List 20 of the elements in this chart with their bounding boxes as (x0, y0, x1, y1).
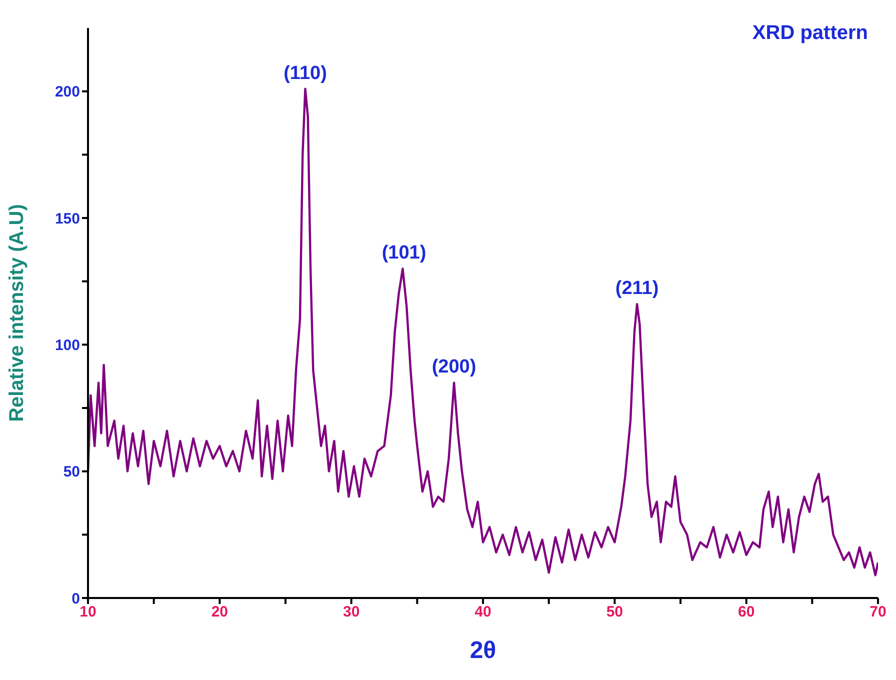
x-tick-label: 60 (738, 604, 755, 621)
annotation: (211) (615, 278, 659, 300)
y-tick-label: 50 (63, 464, 80, 481)
x-tick-label: 40 (474, 604, 492, 621)
y-tick-label: 200 (54, 84, 80, 101)
x-tick-label: 70 (870, 604, 886, 621)
line-series (88, 88, 878, 576)
y-tick-label: 0 (72, 590, 80, 608)
annotation: (110) (284, 62, 327, 84)
x-tick-label: 50 (606, 604, 624, 621)
y-tick-label: 100 (54, 336, 80, 354)
y-tick-label: 150 (54, 210, 80, 228)
annotation: (200) (432, 356, 476, 378)
x-tick-label: 10 (80, 604, 96, 621)
chart-title: XRD pattern (752, 22, 868, 45)
x-tick-label: 30 (342, 604, 360, 621)
x-axis-title: 2θ (470, 637, 496, 664)
annotation: (101) (382, 242, 426, 264)
x-tick-label: 20 (211, 604, 228, 621)
y-axis-title: Relative intensity (A.U) (6, 204, 28, 422)
